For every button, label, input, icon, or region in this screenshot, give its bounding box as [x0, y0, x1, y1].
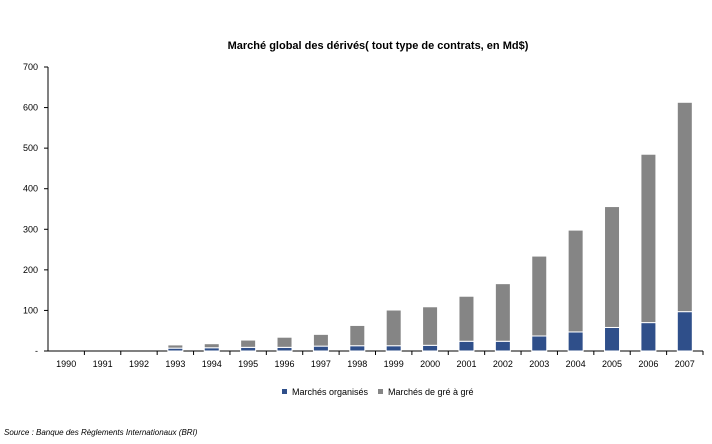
y-tick-label: 200 — [23, 265, 38, 275]
bar-organised — [312, 345, 329, 352]
bar-otc — [167, 344, 184, 349]
source-note: Source : Banque des Règlements Internati… — [4, 428, 198, 437]
bar-otc — [349, 324, 366, 347]
bar-otc — [385, 309, 402, 347]
y-tick-label: 600 — [23, 103, 38, 113]
x-tick-label: 1995 — [238, 359, 258, 369]
y-tick-label: 500 — [23, 143, 38, 153]
legend-label: Marchés organisés — [292, 387, 369, 397]
x-tick-label: 1992 — [129, 359, 149, 369]
bar-organised — [458, 340, 475, 352]
bars — [167, 101, 693, 352]
x-tick-label: 1990 — [56, 359, 76, 369]
y-tick-label: - — [35, 346, 38, 356]
legend-swatch — [282, 389, 287, 394]
bar-organised — [676, 311, 693, 352]
x-tick-label: 2007 — [675, 359, 695, 369]
bar-organised — [385, 345, 402, 352]
bar-organised — [240, 346, 257, 352]
y-axis: - 100 200 300 400 500 600 700 — [23, 62, 49, 356]
y-tick-label: 400 — [23, 184, 38, 194]
bar-organised — [422, 344, 439, 352]
bar-organised — [640, 322, 657, 352]
y-tick-label: 300 — [23, 224, 38, 234]
bar-organised — [276, 346, 293, 352]
x-tick-label: 1997 — [311, 359, 331, 369]
bar-otc — [640, 153, 657, 324]
bar-otc — [240, 339, 257, 348]
bar-otc — [676, 101, 693, 313]
x-tick-label: 1999 — [384, 359, 404, 369]
bar-otc — [203, 343, 220, 349]
x-tick-label: 1994 — [202, 359, 222, 369]
x-axis: 1990 1991 1992 1993 1994 1995 1996 1997 1998 1999… — [48, 350, 704, 369]
x-tick-label: 2005 — [602, 359, 622, 369]
x-tick-label: 2000 — [420, 359, 440, 369]
x-tick-label: 1993 — [165, 359, 185, 369]
y-tick-label: 100 — [23, 305, 38, 315]
bar-otc — [494, 283, 511, 342]
x-tick-label: 2003 — [529, 359, 549, 369]
bar-otc — [312, 333, 329, 347]
bar-otc — [531, 255, 548, 337]
legend: Marchés organisés Marchés de gré à gré — [282, 387, 474, 397]
legend-item-organised: Marchés organisés — [282, 387, 369, 397]
bar-otc — [458, 295, 475, 342]
x-tick-label: 1998 — [347, 359, 367, 369]
x-tick-label: 2006 — [638, 359, 658, 369]
bar-otc — [567, 229, 584, 333]
bar-otc — [276, 336, 293, 348]
chart-title: Marché global des dérivés( tout type de … — [228, 40, 529, 52]
bar-organised — [349, 345, 366, 352]
legend-label: Marchés de gré à gré — [388, 387, 474, 397]
legend-item-otc: Marchés de gré à gré — [378, 387, 474, 397]
x-tick-label: 1996 — [275, 359, 295, 369]
x-tick-label: 2001 — [456, 359, 476, 369]
bar-otc — [604, 206, 621, 328]
x-tick-label: 1991 — [93, 359, 113, 369]
x-tick-label: 2002 — [493, 359, 513, 369]
bar-organised — [567, 331, 584, 352]
bar-otc — [422, 306, 439, 346]
y-tick-label: 700 — [23, 62, 38, 72]
legend-swatch — [378, 389, 383, 394]
bar-organised — [531, 335, 548, 352]
bar-organised — [604, 326, 621, 352]
x-tick-label: 2004 — [566, 359, 586, 369]
bar-organised — [494, 340, 511, 352]
